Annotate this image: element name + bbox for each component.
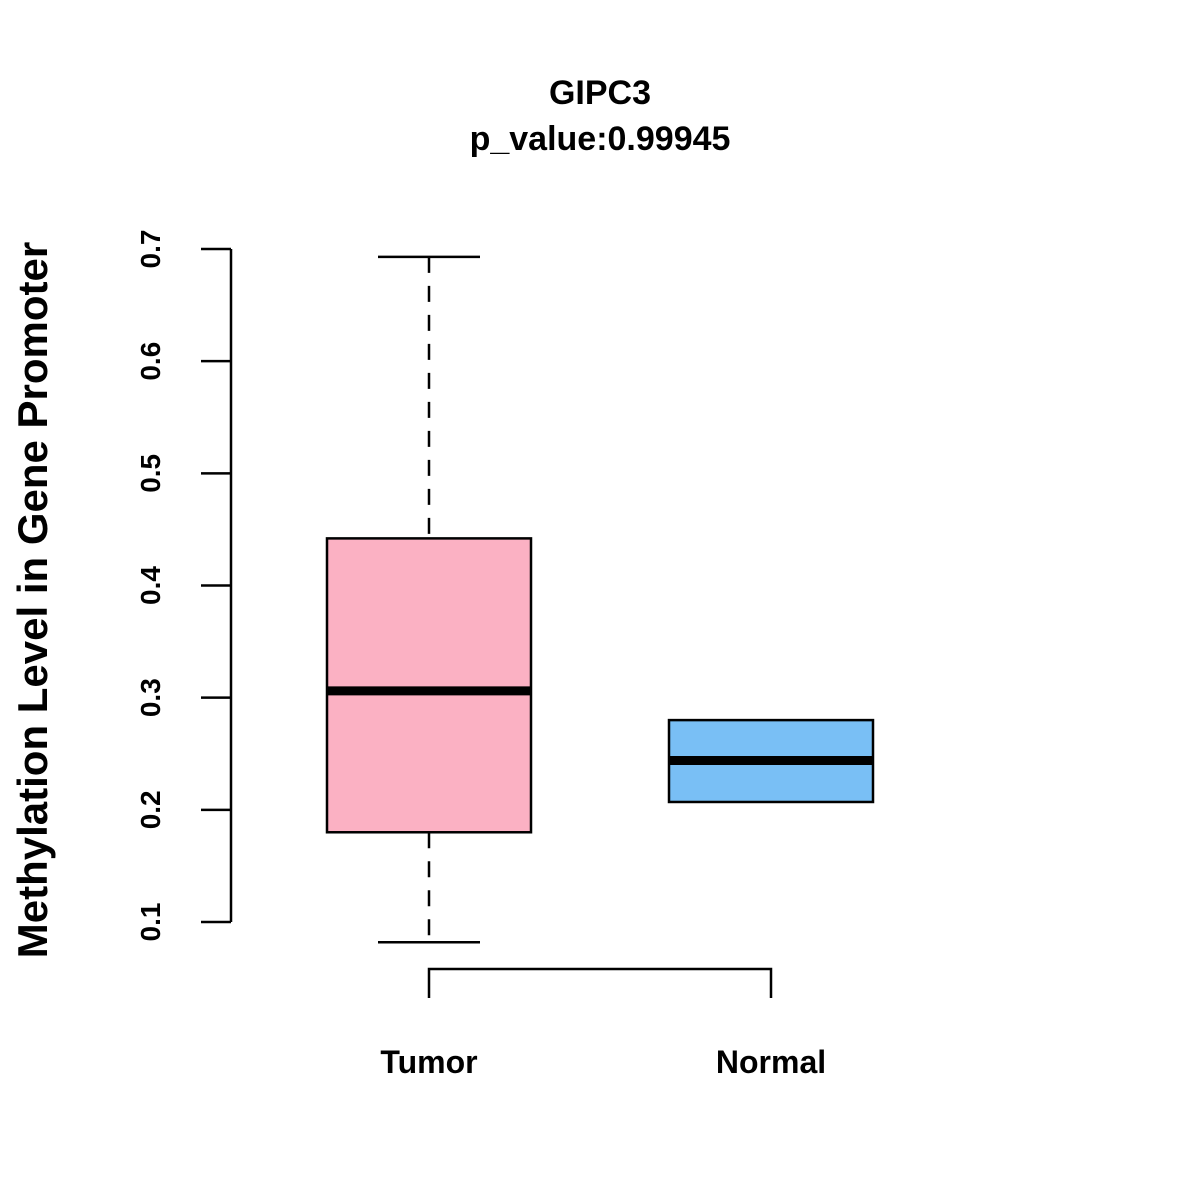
y-tick-label: 0.5 <box>135 454 166 493</box>
y-axis: 0.1 0.2 0.3 0.4 0.5 0.6 0.7 <box>135 230 233 942</box>
y-tick-label: 0.2 <box>135 790 166 829</box>
y-tick-label: 0.4 <box>135 566 166 605</box>
y-tick-label: 0.6 <box>135 342 166 381</box>
chart-subtitle: p_value:0.99945 <box>470 120 731 158</box>
bracket-line <box>427 967 773 998</box>
tumor-box <box>325 537 533 834</box>
y-tick-label: 0.3 <box>135 678 166 717</box>
x-label-tumor: Tumor <box>380 1044 477 1080</box>
y-tick-label: 0.1 <box>135 903 166 942</box>
comparison-bracket <box>427 967 773 998</box>
boxes <box>325 255 875 944</box>
chart-title: GIPC3 <box>549 74 651 112</box>
y-tick-label: 0.7 <box>135 230 166 269</box>
x-label-normal: Normal <box>716 1044 826 1080</box>
y-axis-label: Methylation Level in Gene Promoter <box>9 242 56 958</box>
x-axis-labels: Tumor Normal <box>380 1044 826 1080</box>
